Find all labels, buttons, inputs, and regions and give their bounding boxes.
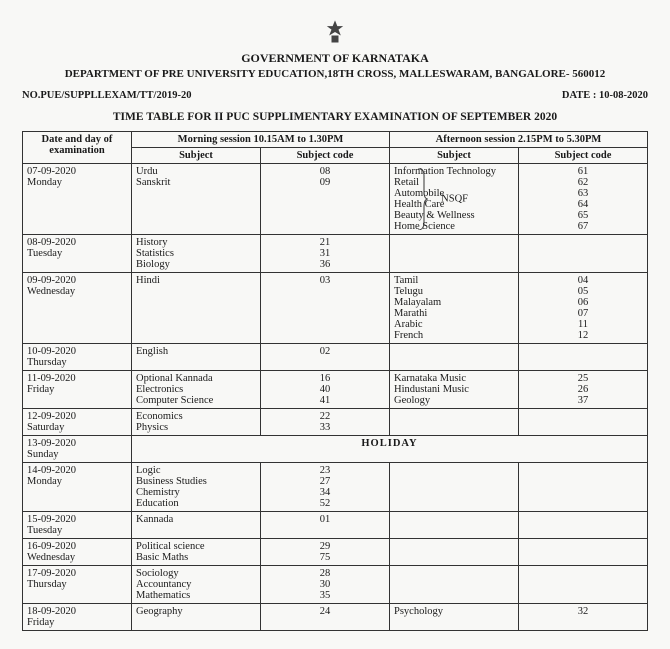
afternoon-codes: [519, 539, 648, 566]
morning-subjects: Optional KannadaElectronicsComputer Scie…: [132, 371, 261, 409]
table-row: 09-09-2020 WednesdayHindi03TamilTeluguMa…: [23, 273, 648, 344]
date-cell: 16-09-2020 Wednesday: [23, 539, 132, 566]
table-row: 10-09-2020 ThursdayEnglish02: [23, 344, 648, 371]
morning-codes: 01: [261, 512, 390, 539]
timetable: Date and day of examination Morning sess…: [22, 131, 648, 631]
afternoon-subjects: Information TechnologyRetailAutomobileHe…: [390, 164, 519, 235]
afternoon-subjects: Karnataka MusicHindustani MusicGeology: [390, 371, 519, 409]
date-cell: 13-09-2020 Sunday: [23, 436, 132, 463]
table-row: 12-09-2020 SaturdayEconomicsPhysics2233: [23, 409, 648, 436]
table-row: 15-09-2020 TuesdayKannada01: [23, 512, 648, 539]
nsqf-label: NSQF: [441, 194, 468, 205]
table-row: 07-09-2020 MondayUrduSanskrit0809Informa…: [23, 164, 648, 235]
col-date-header: Date and day of examination: [23, 132, 132, 164]
afternoon-subjects: TamilTeluguMalayalamMarathiArabicFrench: [390, 273, 519, 344]
afternoon-subjects: [390, 512, 519, 539]
col-afternoon-code: Subject code: [519, 148, 648, 164]
afternoon-codes: [519, 235, 648, 273]
date-cell: 07-09-2020 Monday: [23, 164, 132, 235]
reference-number: NO.PUE/SUPPLLEXAM/TT/2019-20: [22, 90, 191, 101]
afternoon-codes: 616263646567: [519, 164, 648, 235]
morning-codes: 2975: [261, 539, 390, 566]
afternoon-subjects: [390, 235, 519, 273]
morning-codes: 24: [261, 604, 390, 631]
afternoon-subjects: [390, 344, 519, 371]
morning-subjects: Geography: [132, 604, 261, 631]
afternoon-codes: [519, 566, 648, 604]
date-cell: 10-09-2020 Thursday: [23, 344, 132, 371]
afternoon-subjects: Psychology: [390, 604, 519, 631]
date-cell: 17-09-2020 Thursday: [23, 566, 132, 604]
afternoon-codes: 040506071112: [519, 273, 648, 344]
afternoon-subjects: [390, 409, 519, 436]
morning-subjects: SociologyAccountancyMathematics: [132, 566, 261, 604]
document-date: DATE : 10-08-2020: [562, 90, 648, 101]
table-row: 11-09-2020 FridayOptional KannadaElectro…: [23, 371, 648, 409]
afternoon-codes: [519, 409, 648, 436]
morning-subjects: English: [132, 344, 261, 371]
date-cell: 14-09-2020 Monday: [23, 463, 132, 512]
morning-subjects: Hindi: [132, 273, 261, 344]
date-cell: 11-09-2020 Friday: [23, 371, 132, 409]
dept-title: DEPARTMENT OF PRE UNIVERSITY EDUCATION,1…: [22, 68, 648, 80]
gov-title: GOVERNMENT OF KARNATAKA: [22, 51, 648, 66]
holiday-cell: HOLIDAY: [132, 436, 648, 463]
date-cell: 18-09-2020 Friday: [23, 604, 132, 631]
table-row: 18-09-2020 FridayGeography24Psychology32: [23, 604, 648, 631]
col-morning-header: Morning session 10.15AM to 1.30PM: [132, 132, 390, 148]
morning-subjects: HistoryStatisticsBiology: [132, 235, 261, 273]
morning-codes: 03: [261, 273, 390, 344]
morning-codes: 213136: [261, 235, 390, 273]
col-morning-code: Subject code: [261, 148, 390, 164]
date-cell: 12-09-2020 Saturday: [23, 409, 132, 436]
brace-icon: [416, 168, 428, 230]
afternoon-codes: 32: [519, 604, 648, 631]
date-cell: 09-09-2020 Wednesday: [23, 273, 132, 344]
afternoon-subjects: [390, 539, 519, 566]
morning-subjects: LogicBusiness StudiesChemistryEducation: [132, 463, 261, 512]
afternoon-codes: 252637: [519, 371, 648, 409]
col-morning-subject: Subject: [132, 148, 261, 164]
morning-subjects: EconomicsPhysics: [132, 409, 261, 436]
table-row: 13-09-2020 SundayHOLIDAY: [23, 436, 648, 463]
date-cell: 15-09-2020 Tuesday: [23, 512, 132, 539]
morning-codes: 164041: [261, 371, 390, 409]
afternoon-subjects: [390, 566, 519, 604]
table-row: 08-09-2020 TuesdayHistoryStatisticsBiolo…: [23, 235, 648, 273]
morning-codes: 2233: [261, 409, 390, 436]
col-afternoon-subject: Subject: [390, 148, 519, 164]
col-afternoon-header: Afternoon session 2.15PM to 5.30PM: [390, 132, 648, 148]
afternoon-codes: [519, 344, 648, 371]
morning-codes: 23273452: [261, 463, 390, 512]
morning-subjects: UrduSanskrit: [132, 164, 261, 235]
afternoon-subjects: [390, 463, 519, 512]
afternoon-codes: [519, 463, 648, 512]
morning-codes: 283035: [261, 566, 390, 604]
morning-codes: 0809: [261, 164, 390, 235]
state-emblem: [22, 18, 648, 49]
morning-subjects: Political scienceBasic Maths: [132, 539, 261, 566]
morning-codes: 02: [261, 344, 390, 371]
morning-subjects: Kannada: [132, 512, 261, 539]
table-row: 14-09-2020 MondayLogicBusiness StudiesCh…: [23, 463, 648, 512]
date-cell: 08-09-2020 Tuesday: [23, 235, 132, 273]
table-title: TIME TABLE FOR II PUC SUPPLIMENTARY EXAM…: [22, 111, 648, 123]
table-row: 17-09-2020 ThursdaySociologyAccountancyM…: [23, 566, 648, 604]
afternoon-codes: [519, 512, 648, 539]
table-row: 16-09-2020 WednesdayPolitical scienceBas…: [23, 539, 648, 566]
